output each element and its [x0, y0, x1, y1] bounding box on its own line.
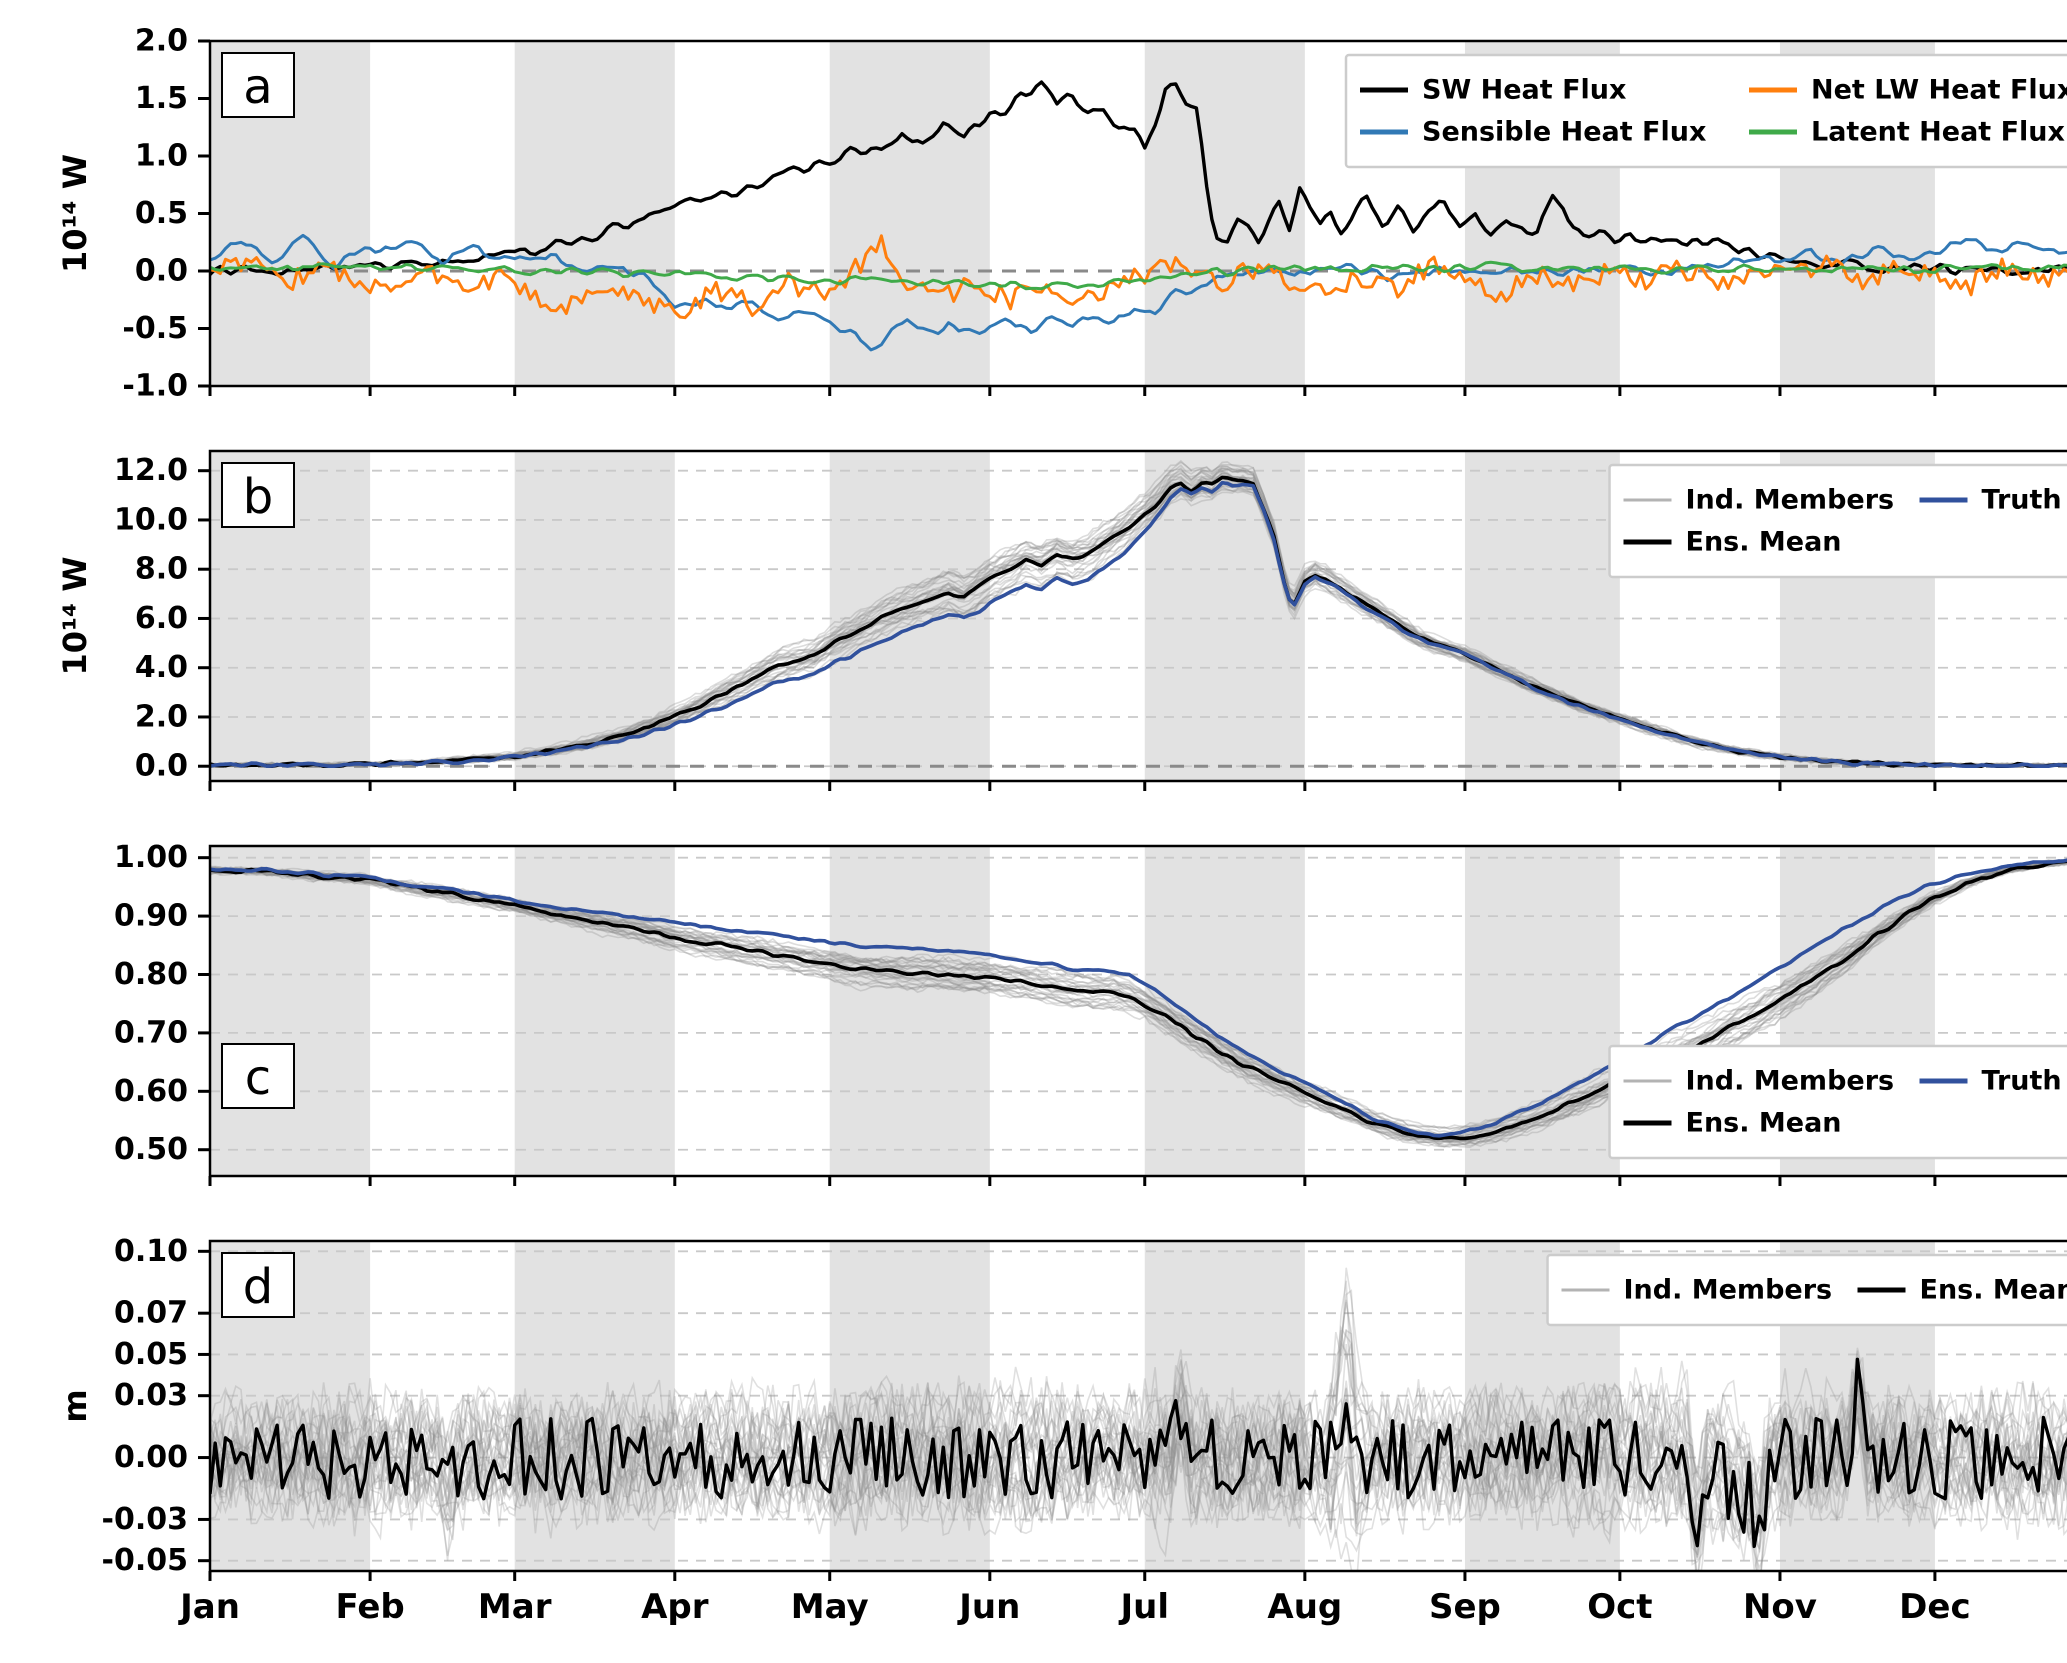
x-tick-label-dec: Dec	[1899, 1587, 1970, 1627]
x-tick-label-jun: Jun	[957, 1587, 1020, 1627]
y-tick-label: 0.90	[114, 899, 188, 934]
legend: Ind. Members Ens. Mean Truth	[1610, 1046, 2067, 1158]
y-tick-label: 0.10	[114, 1234, 188, 1269]
panel-b: 12.0 10.0 8.0 6.0 4.0 2.0 0.0 10¹⁴ W b Ind. Membe…	[56, 451, 2067, 791]
x-tick-label-mar: Mar	[478, 1587, 552, 1627]
y-axis-label: m	[56, 1389, 94, 1422]
x-tick-label-apr: Apr	[641, 1587, 709, 1627]
y-tick-label: 0.03	[114, 1378, 188, 1413]
x-tick-label-may: May	[791, 1587, 869, 1627]
y-tick-label: 0.0	[135, 254, 188, 289]
y-tick-label: 10.0	[114, 502, 188, 537]
legend-label-ens-mean: Ens. Mean	[1920, 1275, 2067, 1306]
y-tick-label: 0.07	[114, 1296, 188, 1331]
legend-label-ind-members: Ind. Members	[1624, 1275, 1833, 1306]
legend-label-truth: Truth	[1982, 485, 2062, 516]
legend-box	[1610, 465, 2067, 577]
y-tick-label: -0.05	[102, 1543, 188, 1578]
y-tick-label: 1.00	[114, 840, 188, 875]
legend-label-ind-members: Ind. Members	[1686, 485, 1895, 516]
y-tick-label: 1.0	[135, 139, 188, 174]
x-tick-label-nov: Nov	[1743, 1587, 1817, 1627]
month-shading-band	[210, 846, 370, 1176]
month-shading-band	[1145, 41, 1305, 386]
legend-label-ens-mean: Ens. Mean	[1686, 527, 1842, 558]
panel-letter: a	[243, 59, 272, 115]
y-tick-label: 0.50	[114, 1132, 188, 1167]
y-tick-label: 1.5	[135, 81, 188, 116]
y-tick-label: 0.05	[114, 1337, 188, 1372]
legend-box	[1610, 1046, 2067, 1158]
y-tick-label: 0.0	[135, 749, 188, 784]
x-axis-month-labels: Jan Feb Mar Apr May Jun Jul Aug Sep Oct Nov Dec	[178, 1587, 1971, 1627]
panel-letter: b	[243, 469, 273, 525]
panel-c: 1.00 0.90 0.80 0.70 0.60 0.50 c Ind. Members Ens…	[114, 840, 2067, 1186]
figure: 2.0 1.5 1.0 0.5 0.0 -0.5 -1.0 10¹⁴ W a SW Heat Fl…	[40, 16, 2067, 1647]
legend-label-net-lw-heat-flux: Net LW Heat Flux	[1811, 75, 2067, 106]
y-tick-label: 0.70	[114, 1015, 188, 1050]
y-tick-label: 0.80	[114, 957, 188, 992]
legend-label-sensible-heat-flux: Sensible Heat Flux	[1422, 117, 1706, 148]
legend-label-ens-mean: Ens. Mean	[1686, 1108, 1842, 1139]
panel-letter: c	[245, 1050, 271, 1106]
x-tick-label-feb: Feb	[335, 1587, 404, 1627]
legend-label-ind-members: Ind. Members	[1686, 1066, 1895, 1097]
y-axis-label: 10¹⁴ W	[56, 557, 94, 676]
x-tick-label-jan: Jan	[178, 1587, 240, 1627]
legend-label-truth: Truth	[1982, 1066, 2062, 1097]
y-tick-label: -1.0	[122, 369, 188, 404]
y-tick-label: 4.0	[135, 650, 188, 685]
legend-box	[1346, 55, 2067, 167]
y-tick-label: 2.0	[135, 24, 188, 59]
panel-a: 2.0 1.5 1.0 0.5 0.0 -0.5 -1.0 10¹⁴ W a SW Heat Fl…	[56, 24, 2067, 404]
month-shading-band	[1465, 451, 1620, 781]
legend: Ind. Members Ens. Mean Truth	[1610, 465, 2067, 577]
y-tick-label: 12.0	[114, 453, 188, 488]
month-shading-band	[830, 846, 990, 1176]
figure-svg: 2.0 1.5 1.0 0.5 0.0 -0.5 -1.0 10¹⁴ W a SW Heat Fl…	[40, 16, 2067, 1647]
month-shading-band	[515, 1241, 675, 1571]
x-tick-label-aug: Aug	[1267, 1587, 1342, 1627]
panel-letter: d	[243, 1259, 273, 1315]
x-tick-label-jul: Jul	[1118, 1587, 1169, 1627]
panel-d: 0.10 0.07 0.05 0.03 0.00 -0.03 -0.05 m d Ind. Mem…	[56, 1234, 2067, 1600]
legend-label-sw-heat-flux: SW Heat Flux	[1422, 75, 1626, 106]
legend-label-latent-heat-flux: Latent Heat Flux	[1811, 117, 2065, 148]
legend: SW Heat Flux Sensible Heat Flux Net LW Hea…	[1346, 55, 2067, 167]
y-tick-label: 0.60	[114, 1074, 188, 1109]
month-shading-band	[515, 846, 675, 1176]
y-tick-label: 0.5	[135, 196, 188, 231]
y-tick-label: -0.03	[102, 1502, 188, 1537]
x-tick-label-oct: Oct	[1587, 1587, 1652, 1627]
y-tick-label: 0.00	[114, 1440, 188, 1475]
x-tick-label-sep: Sep	[1429, 1587, 1501, 1627]
y-tick-label: 6.0	[135, 601, 188, 636]
y-tick-label: -0.5	[122, 311, 188, 346]
legend: Ind. Members Ens. Mean	[1548, 1255, 2067, 1325]
y-tick-label: 2.0	[135, 699, 188, 734]
y-axis-label: 10¹⁴ W	[56, 154, 94, 273]
y-tick-label: 8.0	[135, 552, 188, 587]
month-shading-band	[830, 41, 990, 386]
